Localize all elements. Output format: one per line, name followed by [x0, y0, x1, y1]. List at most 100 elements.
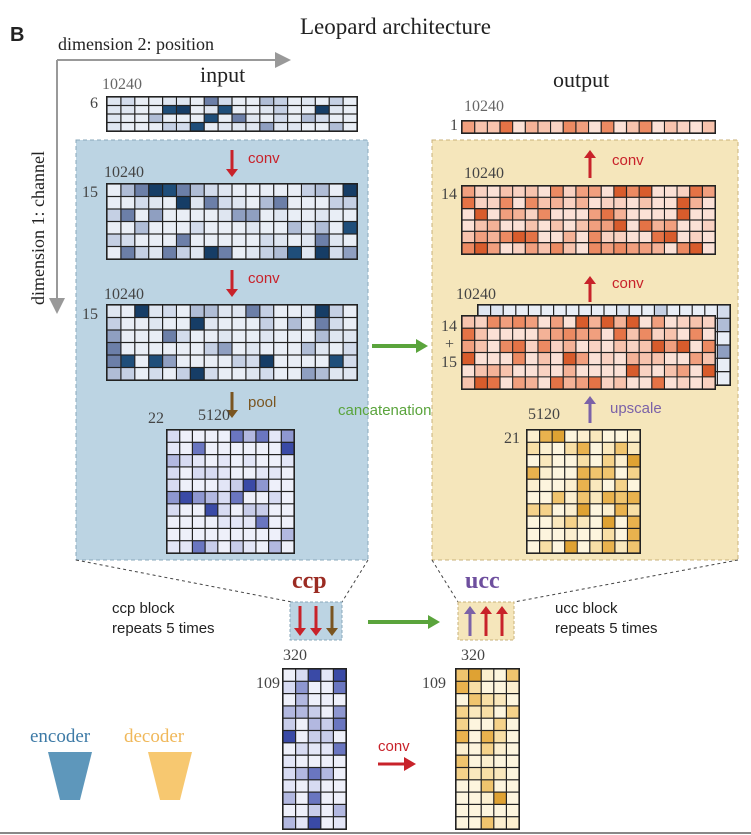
input-pool-grid-cell: [218, 492, 230, 504]
input-pool-channels: 22: [148, 410, 164, 427]
output-up-grid-cell: [615, 541, 627, 553]
bottom-left-grid-cell: [321, 731, 333, 743]
bottom-left-grid-cell: [283, 780, 295, 792]
output-up-grid-cell: [615, 467, 627, 479]
input-layer2-grid-cell: [163, 305, 176, 317]
output-up-grid-cell: [552, 541, 565, 553]
output-layer1-grid-cell: [551, 243, 563, 254]
output-layer2-grid-cell: [601, 340, 614, 352]
input-layer2-grid-cell: [135, 355, 149, 367]
output-top-grid-cell: [677, 121, 690, 133]
input-top-grid-cell: [288, 123, 301, 131]
bottom-right-grid-cell: [494, 768, 506, 780]
bottom-right-grid-cell: [481, 780, 494, 792]
bottom-right-grid-cell: [481, 694, 494, 706]
bottom-right-grid-cell: [507, 718, 519, 730]
input-layer1-grid-cell: [315, 222, 329, 234]
input-top-grid-cell: [274, 123, 287, 131]
input-layer2-grid-cell: [232, 330, 246, 342]
output-up-grid-cell: [602, 492, 615, 504]
output-up-grid-cell: [615, 455, 627, 467]
bottom-right-length: 320: [461, 647, 485, 664]
output-layer2-grid-cell: [525, 328, 538, 340]
output-conv-arrow-2-head: [584, 276, 596, 284]
bottom-right-grid-cell: [494, 743, 506, 755]
output-up-grid-cell: [628, 442, 640, 454]
bottom-right-grid-cell: [481, 805, 494, 817]
output-conv-arrow-1-head: [584, 150, 596, 158]
output-layer2-grid-cell: [614, 328, 626, 340]
bottom-left-grid-cell: [283, 694, 295, 706]
input-layer2-grid-cell: [204, 368, 218, 380]
input-pool-grid-cell: [205, 529, 218, 541]
input-top-grid-cell: [315, 106, 329, 114]
bottom-left-grid-cell: [283, 669, 295, 681]
output-up-grid-cell: [577, 529, 590, 541]
input-top-grid-cell: [329, 114, 343, 122]
output-layer2-grid-cell: [703, 328, 715, 340]
output-layer2-grid-cell: [690, 340, 702, 352]
output-layer1-grid-cell: [601, 197, 614, 208]
input-layer1-grid-cell: [177, 184, 190, 196]
output-concat-back-grid-cell: [579, 305, 591, 318]
bottom-right-grid-cell: [481, 792, 494, 804]
output-layer2-grid-cell: [665, 365, 677, 377]
output-layer2-grid-cell: [525, 365, 538, 377]
output-concat-back-grid-cell: [718, 358, 730, 371]
input-pool-grid-cell: [269, 529, 281, 541]
output-layer1-grid-cell: [601, 209, 614, 220]
input-pool-grid-cell: [205, 455, 218, 467]
output-up-grid-cell: [615, 442, 627, 454]
input-pool-grid-cell: [256, 455, 268, 467]
input-pool-grid-cell: [243, 492, 256, 504]
output-layer1-grid-cell: [652, 220, 664, 231]
input-pool-grid-cell: [281, 430, 294, 442]
output-concat-back-grid-cell: [566, 305, 579, 318]
input-pool-grid-cell: [218, 516, 230, 528]
input-top-grid-cell: [343, 97, 357, 105]
input-layer1-grid-cell: [315, 234, 329, 246]
decoder-trapezoid: [148, 752, 192, 800]
input-layer1-grid-cell: [288, 197, 301, 209]
bottom-conv-label: conv: [378, 738, 410, 755]
output-concat-back-grid-cell: [680, 305, 692, 318]
input-top-grid-cell: [274, 106, 287, 114]
input-pool-grid-cell: [205, 516, 218, 528]
input-layer1-grid-cell: [302, 197, 315, 209]
bottom-right-grid-cell: [456, 731, 468, 743]
bottom-right-grid-cell: [494, 817, 506, 829]
bottom-left-grid-cell: [283, 792, 295, 804]
bottom-right-grid-cell: [469, 780, 481, 792]
input-pool-grid-cell: [218, 504, 230, 516]
output-layer1-grid-cell: [665, 243, 677, 254]
input-layer2-grid-cell: [315, 355, 329, 367]
output-concat-back-grid-cell: [718, 372, 730, 385]
bottom-left-grid-cell: [334, 669, 346, 681]
input-layer2-grid-cell: [329, 330, 343, 342]
output-layer1-grid-cell: [665, 220, 677, 231]
output-layer2-grid-cell: [576, 365, 588, 377]
output-layer1-grid-cell: [614, 186, 626, 197]
input-layer2-grid-cell: [190, 305, 204, 317]
input-pool-grid-cell: [256, 529, 268, 541]
output-up-grid-cell: [590, 467, 602, 479]
bottom-right-grid-cell: [494, 718, 506, 730]
bottom-left-grid-cell: [308, 718, 321, 730]
input-pool-grid-cell: [193, 516, 205, 528]
input-top-grid-cell: [246, 97, 260, 105]
output-layer2-grid-cell: [551, 365, 563, 377]
bottom-right-grid-cell: [456, 805, 468, 817]
output-layer1-grid-cell: [601, 186, 614, 197]
output-layer1-grid-cell: [513, 243, 525, 254]
bottom-right-grid-cell: [494, 731, 506, 743]
bottom-left-grid-cell: [321, 792, 333, 804]
output-top-grid-cell: [665, 121, 677, 133]
output-layer1-grid-cell: [614, 231, 626, 242]
output-layer2-grid-cell: [614, 377, 626, 389]
input-pool-grid-cell: [231, 479, 243, 491]
output-top-grid-cell: [639, 121, 652, 133]
input-layer1-grid-cell: [204, 184, 218, 196]
input-layer2-grid-cell: [135, 368, 149, 380]
input-top-grid-cell: [204, 114, 218, 122]
input-layer1-grid-cell: [149, 197, 162, 209]
